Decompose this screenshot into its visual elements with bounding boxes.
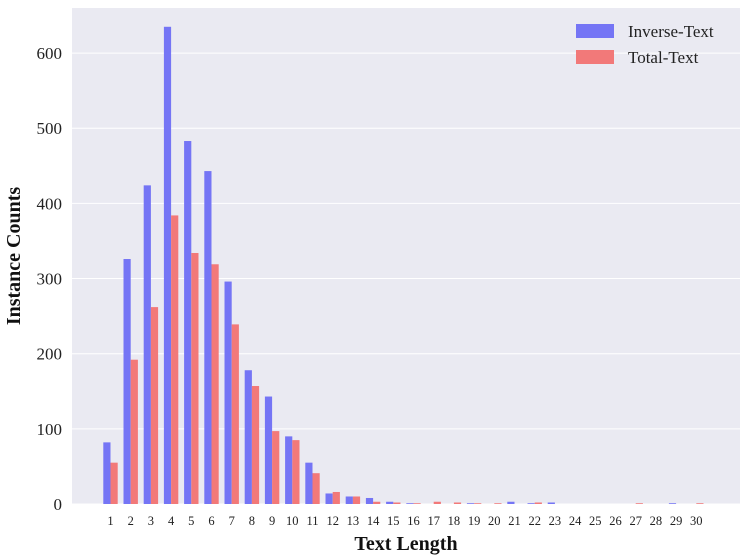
x-tick-label: 23 xyxy=(549,514,562,528)
bar-inverse-text xyxy=(507,501,515,504)
bar-total-text xyxy=(474,503,482,504)
bar-total-text xyxy=(453,502,462,504)
bar-inverse-text xyxy=(386,501,394,504)
bar-inverse-text xyxy=(103,442,111,504)
y-tick-label: 400 xyxy=(37,194,63,213)
x-tick-label: 16 xyxy=(407,514,420,528)
x-tick-label: 30 xyxy=(690,514,703,528)
y-axis-ticks: 0 100 200 300 400 500 600 xyxy=(37,44,63,514)
x-tick-label: 20 xyxy=(488,514,501,528)
bar-total-text xyxy=(211,264,219,504)
bar-inverse-text xyxy=(345,496,353,504)
x-tick-label: 29 xyxy=(670,514,683,528)
x-tick-label: 17 xyxy=(427,514,440,528)
bar-total-text xyxy=(393,502,401,504)
bar-total-text xyxy=(413,503,421,504)
x-tick-label: 7 xyxy=(229,514,235,528)
y-tick-label: 0 xyxy=(54,495,63,514)
bar-inverse-text xyxy=(305,462,313,504)
x-tick-label: 18 xyxy=(448,514,461,528)
legend-label-total-text: Total-Text xyxy=(628,48,699,67)
bar-total-text xyxy=(130,359,138,504)
bar-total-text xyxy=(272,431,280,504)
bar-inverse-text xyxy=(466,503,475,504)
bars xyxy=(103,26,704,505)
x-tick-label: 9 xyxy=(269,514,275,528)
bar-inverse-text xyxy=(224,281,232,504)
x-tick-label: 21 xyxy=(508,514,521,528)
bar-inverse-text xyxy=(547,502,555,504)
bar-total-text xyxy=(373,501,381,504)
bar-inverse-text xyxy=(123,259,131,504)
x-tick-label: 5 xyxy=(188,514,194,528)
x-tick-label: 15 xyxy=(387,514,400,528)
bar-inverse-text xyxy=(527,503,535,504)
y-tick-label: 500 xyxy=(37,119,63,138)
x-tick-label: 8 xyxy=(249,514,255,528)
bar-inverse-text xyxy=(143,185,151,504)
legend-label-inverse-text: Inverse-Text xyxy=(628,22,714,41)
x-tick-label: 28 xyxy=(650,514,663,528)
bar-inverse-text xyxy=(163,26,172,505)
bar-total-text xyxy=(696,503,704,504)
x-axis-label: Text Length xyxy=(354,533,457,555)
bar-total-text xyxy=(150,307,159,504)
bar-total-text xyxy=(534,502,542,504)
bar-total-text xyxy=(332,491,340,504)
bar-total-text xyxy=(292,440,300,504)
bar-inverse-text xyxy=(184,141,192,504)
bar-total-text xyxy=(171,215,179,504)
y-tick-label: 100 xyxy=(37,420,63,439)
x-tick-label: 26 xyxy=(609,514,622,528)
bar-inverse-text xyxy=(406,503,414,504)
x-tick-label: 24 xyxy=(569,514,582,528)
bar-inverse-text xyxy=(204,171,212,504)
legend-swatch-inverse-text xyxy=(576,24,614,38)
x-tick-label: 19 xyxy=(468,514,481,528)
x-tick-label: 1 xyxy=(107,514,113,528)
x-tick-label: 3 xyxy=(148,514,154,528)
bar-total-text xyxy=(352,496,361,504)
bar-total-text xyxy=(191,252,199,504)
x-tick-label: 27 xyxy=(629,514,642,528)
bar-total-text xyxy=(494,503,502,504)
x-tick-label: 10 xyxy=(286,514,299,528)
bar-inverse-text xyxy=(285,436,293,504)
bar-inverse-text xyxy=(264,396,273,504)
x-tick-label: 14 xyxy=(367,514,380,528)
bar-total-text xyxy=(433,501,441,504)
x-tick-label: 12 xyxy=(326,514,339,528)
bar-total-text xyxy=(110,462,118,504)
y-tick-label: 600 xyxy=(37,44,63,63)
y-axis-label: Instance Counts xyxy=(3,187,25,326)
x-tick-label: 4 xyxy=(168,514,175,528)
bar-total-text xyxy=(312,473,320,504)
x-tick-label: 6 xyxy=(208,514,214,528)
bar-inverse-text xyxy=(668,503,677,504)
y-tick-label: 300 xyxy=(37,270,63,289)
x-axis-ticks: 1 2 3 4 5 6 7 8 9 10 11 12 13 14 15 16 17 18 19 20 21 22 23 24 2… xyxy=(107,514,702,528)
legend-swatch-total-text xyxy=(576,50,614,64)
x-tick-label: 11 xyxy=(306,514,318,528)
bar-total-text xyxy=(251,386,260,504)
bar-total-text xyxy=(231,324,239,504)
bar-inverse-text xyxy=(244,370,252,504)
bar-inverse-text xyxy=(325,493,333,504)
grid-lines xyxy=(72,52,740,505)
x-tick-label: 22 xyxy=(528,514,541,528)
bar-inverse-text xyxy=(365,497,374,504)
x-tick-label: 2 xyxy=(128,514,134,528)
bar-total-text xyxy=(635,503,643,504)
legend: Inverse-Text Total-Text xyxy=(576,22,714,67)
x-tick-label: 13 xyxy=(347,514,360,528)
plot-area xyxy=(72,8,740,504)
x-tick-label: 25 xyxy=(589,514,602,528)
y-tick-label: 200 xyxy=(37,345,63,364)
